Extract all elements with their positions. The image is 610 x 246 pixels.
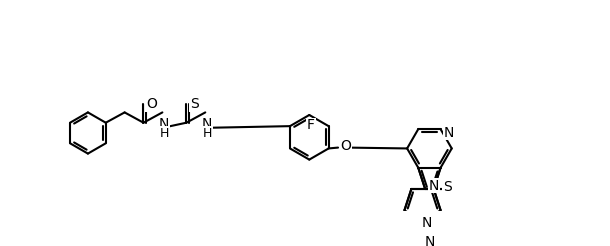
Text: O: O	[340, 139, 351, 153]
Text: F: F	[307, 118, 315, 132]
Text: N: N	[202, 117, 212, 131]
Text: N: N	[424, 235, 434, 246]
Text: N: N	[422, 216, 432, 230]
Text: N: N	[428, 179, 439, 193]
Text: S: S	[443, 180, 452, 194]
Text: O: O	[146, 97, 157, 111]
Text: H: H	[159, 126, 169, 139]
Text: N: N	[159, 117, 170, 131]
Text: S: S	[190, 97, 198, 111]
Text: N: N	[444, 125, 454, 139]
Text: H: H	[203, 126, 212, 139]
